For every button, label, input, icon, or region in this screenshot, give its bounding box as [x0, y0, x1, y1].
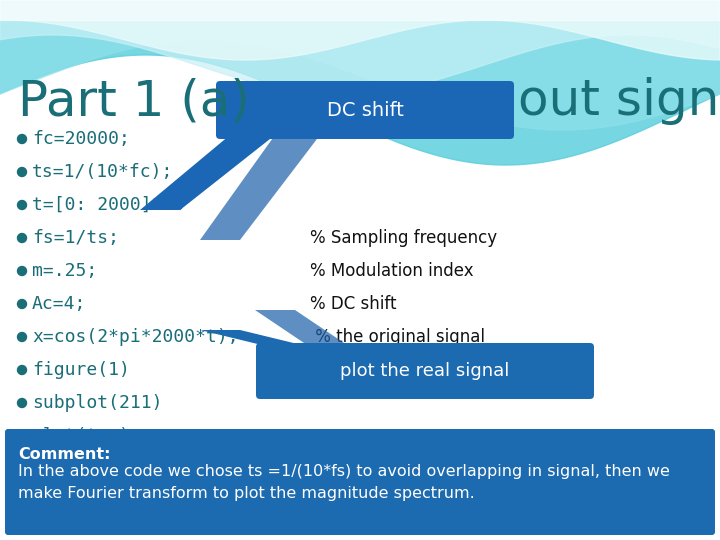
Text: t=[0: 2000]*ts: t=[0: 2000]*ts: [32, 196, 184, 214]
Text: % Modulation index: % Modulation index: [310, 262, 474, 280]
Text: x=cos(2*pi*2000*t);: x=cos(2*pi*2000*t);: [32, 328, 238, 346]
Polygon shape: [200, 330, 310, 347]
Text: fc=20000;: fc=20000;: [32, 130, 130, 148]
Circle shape: [17, 431, 27, 441]
Circle shape: [17, 233, 27, 242]
FancyBboxPatch shape: [5, 429, 715, 535]
Text: Part 1 (a): Part 1 (a): [18, 77, 250, 125]
Circle shape: [17, 167, 27, 177]
Text: plot the real signal: plot the real signal: [341, 362, 510, 380]
Text: In the above code we chose ts =1/(10*fs) to avoid overlapping in signal, then we: In the above code we chose ts =1/(10*fs)…: [18, 464, 670, 501]
Circle shape: [17, 200, 27, 210]
Text: out signal: out signal: [518, 77, 720, 125]
Circle shape: [17, 134, 27, 144]
Text: figure(1): figure(1): [32, 361, 130, 379]
Text: m=.25;: m=.25;: [32, 262, 97, 280]
Polygon shape: [255, 310, 350, 347]
Text: Ac=4;: Ac=4;: [32, 295, 86, 313]
Polygon shape: [200, 135, 320, 240]
Circle shape: [17, 300, 27, 308]
Circle shape: [17, 399, 27, 408]
Circle shape: [17, 366, 27, 375]
Polygon shape: [140, 135, 275, 210]
Text: plot(t,x): plot(t,x): [32, 427, 130, 445]
Circle shape: [17, 333, 27, 341]
Text: subplot(211): subplot(211): [32, 394, 163, 412]
Text: DC shift: DC shift: [327, 100, 403, 119]
Text: % DC shift: % DC shift: [310, 295, 397, 313]
FancyBboxPatch shape: [256, 343, 594, 399]
Circle shape: [17, 267, 27, 275]
Text: Comment:: Comment:: [18, 447, 110, 462]
Text: fs=1/ts;: fs=1/ts;: [32, 229, 119, 247]
Text: % Sampling frequency: % Sampling frequency: [310, 229, 497, 247]
FancyBboxPatch shape: [216, 81, 514, 139]
Text: % the original signal: % the original signal: [310, 328, 485, 346]
Text: ts=1/(10*fc);: ts=1/(10*fc);: [32, 163, 174, 181]
